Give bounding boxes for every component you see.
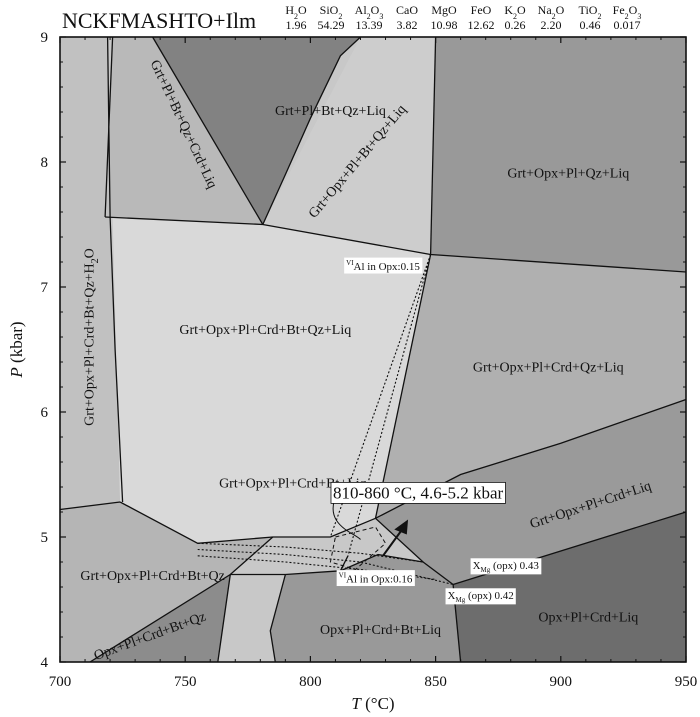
field-label-7: Grt+Opx+Pl+Crd+Bt+Liq [219,477,367,492]
annotation-box-2 [470,558,542,575]
y-axis-label: P (kbar) [7,321,26,378]
x-tick-label: 850 [424,674,447,690]
oxide-value-6: 0.26 [505,18,526,32]
chart-title: NCKFMASHTO+Ilm [62,8,256,33]
oxide-name-0: H2O [285,3,307,21]
boundary-line-1 [104,36,114,218]
oxide-name-4: MgO [431,3,457,17]
x-tick-label: 700 [49,674,72,690]
boundary-line-4 [105,216,687,273]
oxide-value-4: 10.98 [431,18,458,32]
oxide-name-7: Na2O [538,3,565,21]
oxide-value-9: 0.017 [614,18,641,32]
annotation-box-0 [344,257,423,274]
boundary-line-15 [217,574,231,663]
annotations: VIAl in Opx:0.15 VIAl in Opx:0.16 XMg (opx… [330,257,542,605]
phase-fields [60,37,686,662]
y-tick-label: 4 [41,655,49,671]
isopleth-line-1 [347,254,432,556]
field-area-4 [60,37,123,510]
oxide-value-0: 1.96 [286,18,307,32]
field-label-6: Grt+Opx+Pl+Crd+Qz+Liq [473,360,624,375]
annotation-4: 810-860 °C, 4.6-5.2 kbar [330,482,506,504]
x-tick-label: 800 [299,674,322,690]
field-label-9: Grt+Opx+Pl+Crd+Bt+Qz [80,569,224,584]
annotation-text-3: XMg (opx) 0.42 [448,589,514,603]
x-tick-label: 750 [174,674,197,690]
oxide-name-1: SiO2 [320,3,343,21]
field-area-6 [375,254,686,519]
arrow-head [394,519,409,535]
field-area-2 [262,37,436,255]
annotation-text-2: XMg (opx) 0.43 [473,559,540,573]
oxide-value-7: 2.20 [541,18,562,32]
field-label-5: Grt+Opx+Pl+Crd+Bt+Qz+Liq [179,323,351,338]
annotation-box-4 [330,482,506,504]
isopleth-line-3 [197,548,454,586]
x-axis-label: T (°C) [351,694,394,713]
field-area-8 [375,399,686,585]
field-label-12: Opx+Pl+Crd+Liq [538,610,638,625]
oxide-name-8: TiO2 [579,3,602,21]
annotation-0: VIAl in Opx:0.15 [344,257,423,274]
boundary-line-6 [429,36,437,255]
field-area-1 [105,37,263,225]
field-label-11: Opx+Pl+Crd+Bt+Liq [320,623,441,638]
oxide-value-8: 0.46 [580,18,601,32]
field-label-0: Grt+Pl+Bt+Qz+Liq [275,104,386,119]
annotation-box-3 [445,588,516,605]
annotation-1: VIAl in Opx:0.16 [336,570,415,587]
y-tick-label: 5 [41,530,49,546]
annotation-2: XMg (opx) 0.43 [470,558,542,575]
oxide-value-2: 13.39 [356,18,383,32]
x-tick-label: 900 [550,674,573,690]
field-area-0 [152,37,361,225]
isopleth-line-2 [197,542,424,563]
annotation-text-1: VIAl in Opx:0.16 [339,571,413,585]
oxide-value-5: 12.62 [468,18,495,32]
annotation-text-4: 810-860 °C, 4.6-5.2 kbar [333,483,504,502]
boundary-line-17 [339,555,349,572]
oxide-name-2: Al2O3 [355,3,384,21]
field-area-3 [430,37,686,272]
oxide-name-6: K2O [504,3,526,21]
y-tick-label: 8 [41,155,49,171]
field-label-3: Grt+Opx+Pl+Qz+Liq [507,167,629,182]
annotation-text-0: VIAl in Opx:0.15 [346,259,420,273]
field-area-5 [112,217,431,544]
annotation-box-1 [336,570,415,587]
annotation-3: XMg (opx) 0.42 [445,588,516,605]
y-tick-label: 7 [41,280,49,296]
x-tick-label: 950 [675,674,698,690]
axes: 700 750 800 850 900 950 4 5 6 7 8 9 T (°C) P (kbar) [7,30,697,713]
field-label-4: Grt+Opx+Pl+Crd+Bt+Qz+H2O [82,248,101,426]
oxide-value-1: 54.29 [318,18,345,32]
plot-frame [59,36,687,663]
pt-estimate-box [329,526,387,571]
y-tick-label: 9 [41,30,49,46]
boundary-line-3 [59,501,121,511]
oxide-value-3: 3.82 [397,18,418,32]
boundary-line-5 [262,36,361,225]
oxide-name-9: Fe2O3 [613,3,642,21]
oxide-name-3: CaO [396,3,418,17]
y-tick-label: 6 [41,405,49,421]
boundary-line-7 [374,254,432,519]
boundary-line-16 [269,574,287,663]
boundary-line-2 [152,36,264,225]
field-area-12 [453,512,686,662]
arrow-shaft [382,527,404,557]
oxide-name-5: FeO [471,3,492,17]
